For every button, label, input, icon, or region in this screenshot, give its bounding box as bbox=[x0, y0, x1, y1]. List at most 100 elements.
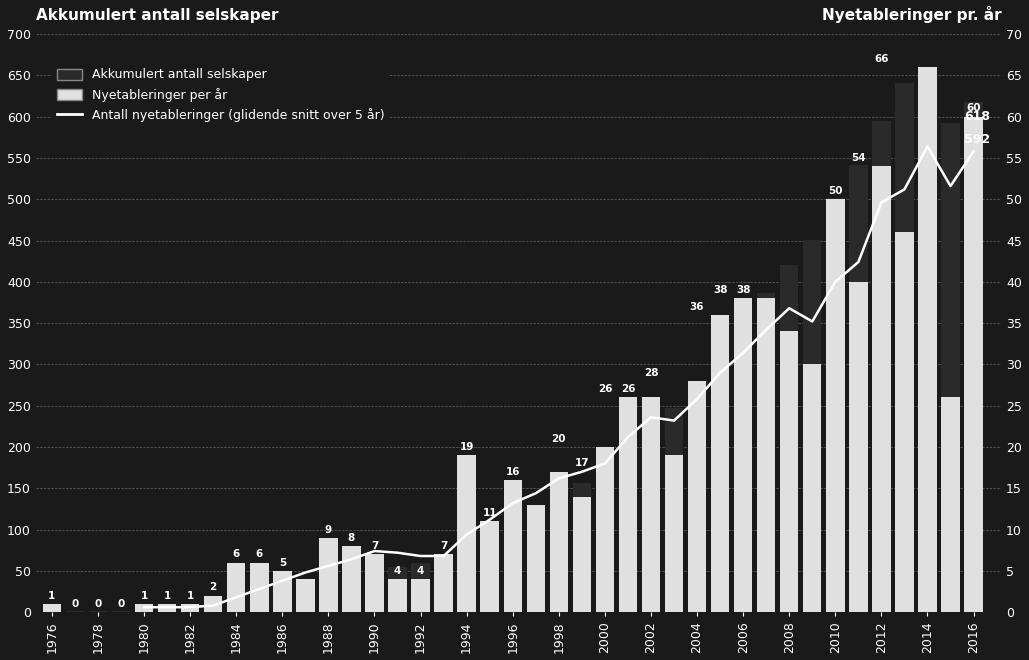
Text: 19: 19 bbox=[460, 442, 473, 452]
Bar bbox=[618, 446, 637, 612]
Bar bbox=[388, 579, 406, 612]
Text: 618: 618 bbox=[964, 110, 990, 123]
Bar bbox=[250, 597, 269, 612]
Bar bbox=[757, 298, 776, 612]
Text: 38: 38 bbox=[736, 285, 750, 295]
Bar bbox=[573, 483, 591, 612]
Text: 7: 7 bbox=[440, 541, 448, 551]
Bar bbox=[665, 455, 683, 612]
Bar bbox=[157, 604, 176, 612]
Bar bbox=[803, 364, 821, 612]
Bar bbox=[227, 562, 246, 612]
Text: 4: 4 bbox=[394, 566, 401, 576]
Bar bbox=[826, 199, 845, 612]
Bar bbox=[780, 331, 799, 612]
Bar bbox=[365, 554, 384, 612]
Text: 20: 20 bbox=[552, 434, 566, 444]
Text: 54: 54 bbox=[851, 153, 865, 163]
Bar bbox=[895, 232, 914, 612]
Bar bbox=[43, 611, 61, 612]
Bar bbox=[596, 447, 614, 612]
Bar bbox=[918, 67, 936, 612]
Text: 26: 26 bbox=[620, 384, 635, 394]
Bar bbox=[181, 604, 200, 612]
Bar bbox=[549, 472, 568, 612]
Text: 1: 1 bbox=[164, 591, 171, 601]
Bar bbox=[803, 240, 821, 612]
Bar bbox=[873, 121, 891, 612]
Bar bbox=[665, 408, 683, 612]
Bar bbox=[135, 604, 153, 612]
Bar bbox=[273, 571, 291, 612]
Bar bbox=[365, 570, 384, 612]
Text: 36: 36 bbox=[689, 302, 704, 312]
Legend: Akkumulert antall selskaper, Nyetableringer per år, Antall nyetableringer (glide: Akkumulert antall selskaper, Nyetablerin… bbox=[51, 63, 389, 127]
Bar bbox=[204, 595, 222, 612]
Bar bbox=[503, 480, 522, 612]
Text: 1: 1 bbox=[48, 591, 56, 601]
Bar bbox=[942, 123, 960, 612]
Bar bbox=[849, 166, 867, 612]
Bar bbox=[964, 117, 983, 612]
Bar bbox=[458, 542, 475, 612]
Text: 2: 2 bbox=[210, 582, 217, 592]
Bar bbox=[527, 509, 545, 612]
Text: 592: 592 bbox=[964, 133, 991, 147]
Bar bbox=[157, 610, 176, 612]
Bar bbox=[412, 564, 430, 612]
Bar bbox=[135, 610, 153, 612]
Text: 6: 6 bbox=[233, 549, 240, 559]
Bar bbox=[319, 582, 338, 612]
Bar bbox=[434, 554, 453, 612]
Bar bbox=[711, 315, 730, 612]
Bar bbox=[388, 567, 406, 612]
Text: 11: 11 bbox=[483, 508, 497, 518]
Bar bbox=[849, 282, 867, 612]
Text: 9: 9 bbox=[325, 525, 332, 535]
Bar bbox=[296, 590, 315, 612]
Bar bbox=[596, 467, 614, 612]
Bar bbox=[780, 265, 799, 612]
Bar bbox=[481, 533, 499, 612]
Bar bbox=[481, 521, 499, 612]
Bar bbox=[250, 562, 269, 612]
Bar bbox=[964, 102, 983, 612]
Bar bbox=[181, 609, 200, 612]
Bar bbox=[734, 324, 752, 612]
Bar bbox=[319, 538, 338, 612]
Text: 17: 17 bbox=[574, 459, 590, 469]
Bar bbox=[826, 199, 845, 612]
Bar bbox=[296, 579, 315, 612]
Bar bbox=[573, 496, 591, 612]
Bar bbox=[343, 546, 361, 612]
Bar bbox=[942, 397, 960, 612]
Text: 0: 0 bbox=[71, 599, 78, 609]
Text: 4: 4 bbox=[417, 566, 424, 576]
Text: 1: 1 bbox=[186, 591, 193, 601]
Bar bbox=[112, 611, 131, 612]
Text: 28: 28 bbox=[644, 368, 659, 378]
Bar bbox=[503, 519, 522, 612]
Bar bbox=[88, 611, 107, 612]
Text: 1: 1 bbox=[141, 591, 148, 601]
Bar bbox=[412, 579, 430, 612]
Text: 66: 66 bbox=[874, 54, 889, 64]
Text: 16: 16 bbox=[505, 467, 520, 477]
Text: 0: 0 bbox=[95, 599, 102, 609]
Text: 7: 7 bbox=[370, 541, 379, 551]
Bar bbox=[527, 505, 545, 612]
Bar bbox=[642, 424, 661, 612]
Bar bbox=[918, 69, 936, 612]
Bar bbox=[618, 397, 637, 612]
Text: 60: 60 bbox=[966, 104, 981, 114]
Text: Akkumulert antall selskaper: Akkumulert antall selskaper bbox=[36, 7, 278, 22]
Text: 6: 6 bbox=[255, 549, 263, 559]
Bar bbox=[204, 607, 222, 612]
Text: 5: 5 bbox=[279, 558, 286, 568]
Text: 26: 26 bbox=[598, 384, 612, 394]
Bar bbox=[734, 298, 752, 612]
Bar bbox=[687, 385, 706, 612]
Bar bbox=[66, 611, 84, 612]
Text: 0: 0 bbox=[117, 599, 125, 609]
Text: 38: 38 bbox=[713, 285, 728, 295]
